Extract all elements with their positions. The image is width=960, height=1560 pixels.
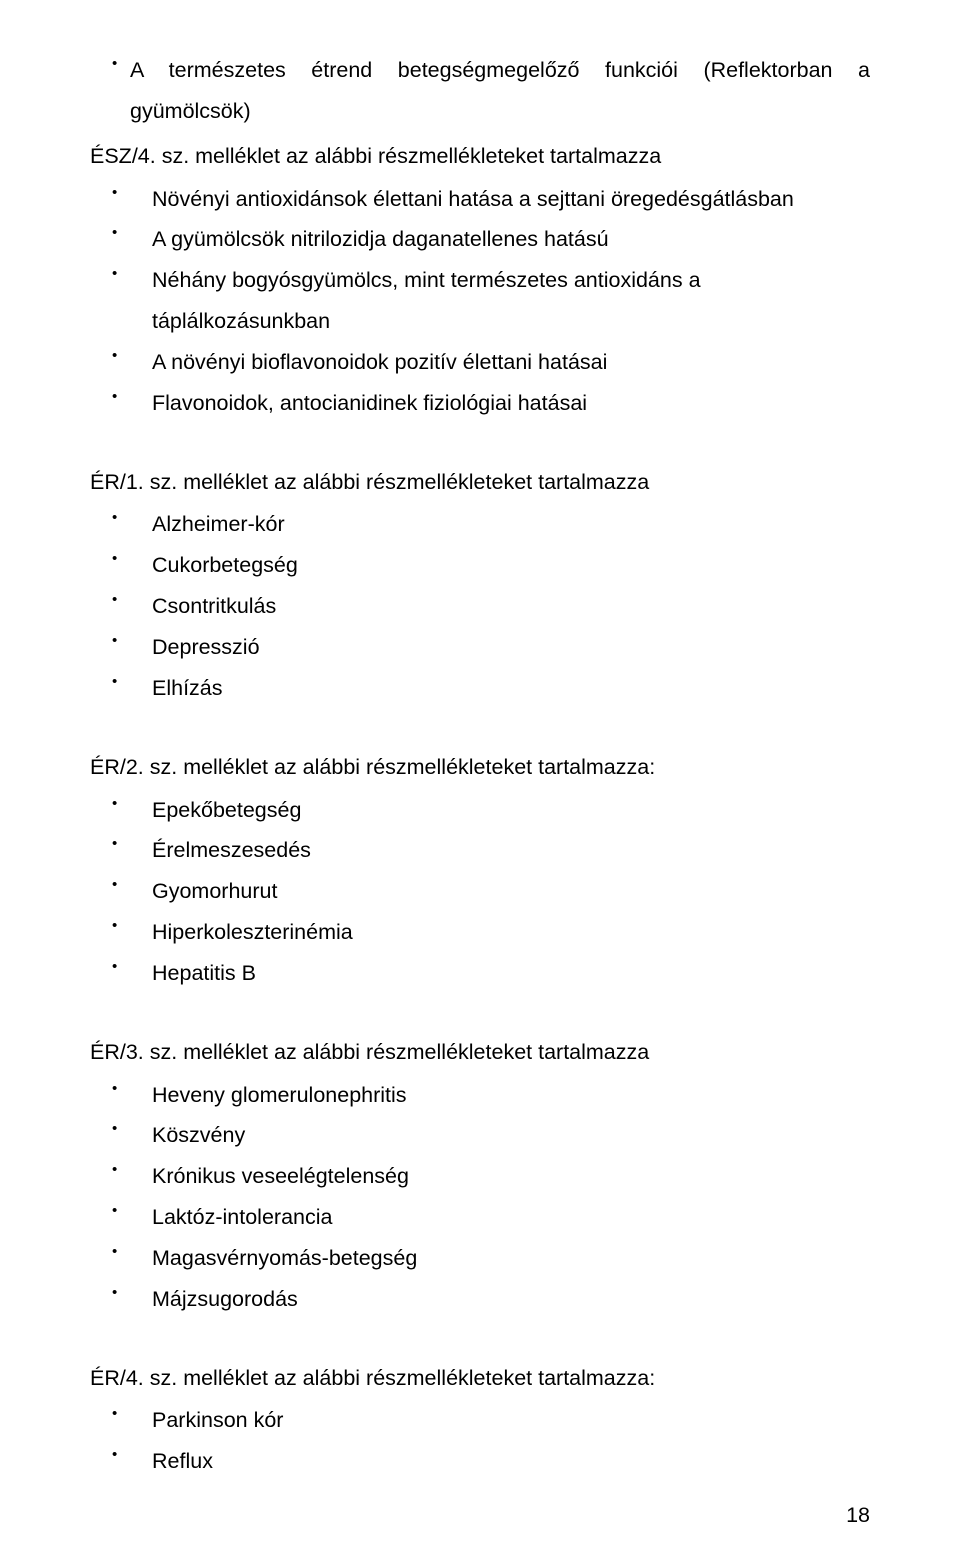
- item-list-2: Epekőbetegség Érelmeszesedés Gyomorhurut…: [90, 790, 870, 994]
- list-item: Csontritkulás: [152, 586, 870, 627]
- list-item: Heveny glomerulonephritis: [152, 1075, 870, 1116]
- intro-bullet-row: • A természetes étrend betegségmegelőző …: [90, 50, 870, 132]
- section-1: ÉR/1. sz. melléklet az alábbi részmellék…: [90, 462, 870, 709]
- section-2: ÉR/2. sz. melléklet az alábbi részmellék…: [90, 747, 870, 994]
- list-item: Alzheimer-kór: [152, 504, 870, 545]
- section-0: • A természetes étrend betegségmegelőző …: [90, 50, 870, 424]
- list-item: Laktóz-intolerancia: [152, 1197, 870, 1238]
- list-item: Cukorbetegség: [152, 545, 870, 586]
- section-heading: ÉR/4. sz. melléklet az alábbi részmellék…: [90, 1358, 870, 1399]
- list-item: Érelmeszesedés: [152, 830, 870, 871]
- document-body: • A természetes étrend betegségmegelőző …: [90, 50, 870, 1482]
- intro-bullet-text: A természetes étrend betegségmegelőző fu…: [130, 50, 870, 132]
- list-item: A növényi bioflavonoidok pozitív élettan…: [152, 342, 870, 383]
- list-item: Epekőbetegség: [152, 790, 870, 831]
- list-item: Hiperkoleszterinémia: [152, 912, 870, 953]
- list-item: Magasvérnyomás-betegség: [152, 1238, 870, 1279]
- page-number: 18: [846, 1503, 870, 1528]
- list-item: Krónikus veseelégtelenség: [152, 1156, 870, 1197]
- list-item: Néhány bogyósgyümölcs, mint természetes …: [152, 260, 870, 342]
- section-heading: ÉSZ/4. sz. melléklet az alábbi részmellé…: [90, 136, 870, 177]
- item-list-4: Parkinson kór Reflux: [90, 1400, 870, 1482]
- list-item: Elhízás: [152, 668, 870, 709]
- section-heading: ÉR/3. sz. melléklet az alábbi részmellék…: [90, 1032, 870, 1073]
- list-item: Májzsugorodás: [152, 1279, 870, 1320]
- list-item: Reflux: [152, 1441, 870, 1482]
- section-heading: ÉR/2. sz. melléklet az alábbi részmellék…: [90, 747, 870, 788]
- list-item: Parkinson kór: [152, 1400, 870, 1441]
- list-item: Hepatitis B: [152, 953, 870, 994]
- item-list-3: Heveny glomerulonephritis Köszvény Króni…: [90, 1075, 870, 1320]
- list-item: A gyümölcsök nitrilozidja daganatellenes…: [152, 219, 870, 260]
- list-item: Depresszió: [152, 627, 870, 668]
- section-3: ÉR/3. sz. melléklet az alábbi részmellék…: [90, 1032, 870, 1320]
- list-item: Növényi antioxidánsok élettani hatása a …: [152, 179, 870, 220]
- list-item: Gyomorhurut: [152, 871, 870, 912]
- item-list-0: Növényi antioxidánsok élettani hatása a …: [90, 179, 870, 424]
- list-item: Flavonoidok, antocianidinek fiziológiai …: [152, 383, 870, 424]
- bullet-icon: •: [90, 50, 130, 132]
- section-heading: ÉR/1. sz. melléklet az alábbi részmellék…: [90, 462, 870, 503]
- item-list-1: Alzheimer-kór Cukorbetegség Csontritkulá…: [90, 504, 870, 708]
- list-item: Köszvény: [152, 1115, 870, 1156]
- section-4: ÉR/4. sz. melléklet az alábbi részmellék…: [90, 1358, 870, 1483]
